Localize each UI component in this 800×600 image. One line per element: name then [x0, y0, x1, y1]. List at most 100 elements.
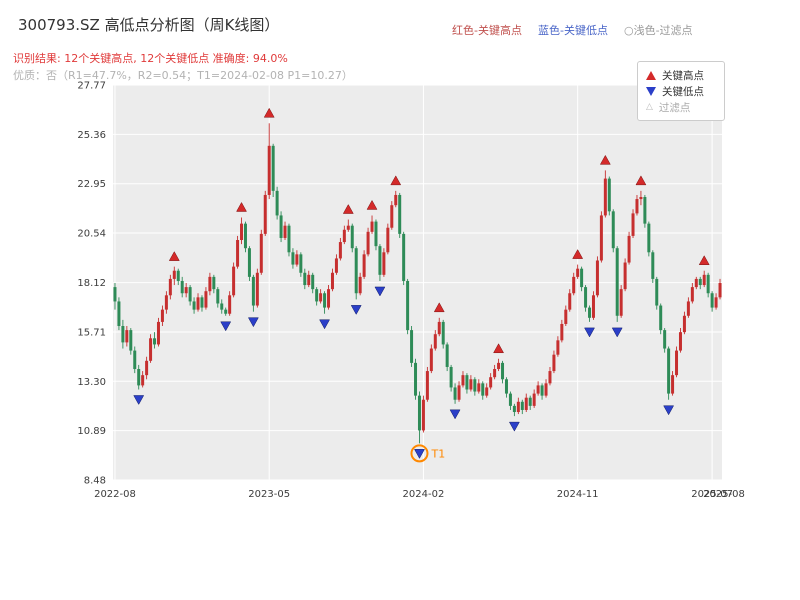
candle-body — [532, 393, 536, 406]
candle-body — [714, 297, 718, 308]
candle-body — [236, 240, 240, 267]
candle-body — [493, 369, 497, 378]
candle-body — [528, 397, 532, 406]
key-low-marker — [319, 319, 330, 330]
candle-body — [247, 248, 251, 277]
candle-body — [623, 262, 627, 290]
key-high-marker — [433, 302, 445, 313]
candle-body — [564, 309, 568, 324]
key-low-marker — [584, 327, 595, 338]
key-high-triangle-icon — [646, 70, 656, 80]
candle-body — [694, 278, 698, 288]
y-tick-label: 27.77 — [77, 81, 106, 92]
candle-body — [631, 213, 635, 236]
legend-item-key-low: 关键低点 — [646, 83, 716, 99]
candle-body — [216, 289, 220, 304]
t1-label: T1 — [430, 447, 445, 460]
candle-body — [271, 145, 275, 191]
candle-body — [188, 287, 192, 302]
candle-body — [208, 276, 212, 292]
candle-body — [156, 321, 160, 345]
header-legend-key-high: 红色-关键高点 — [452, 24, 522, 37]
candle-body — [192, 301, 196, 310]
candle-body — [149, 338, 153, 361]
candle-body — [706, 274, 710, 294]
key-low-marker — [449, 409, 461, 420]
candle-body — [374, 221, 378, 247]
candle-body — [338, 242, 342, 259]
candle-body — [655, 278, 659, 306]
candle-body — [477, 383, 481, 392]
candle-body — [299, 254, 303, 273]
candle-body — [433, 334, 437, 349]
candle-body — [671, 375, 675, 394]
candle-body — [243, 223, 247, 249]
candle-body — [330, 272, 334, 290]
candle-body — [651, 252, 655, 279]
key-high-marker — [263, 107, 275, 118]
key-low-marker — [414, 449, 425, 459]
legend-filter-label: 过滤点 — [658, 101, 691, 114]
key-high-marker — [236, 201, 247, 212]
x-tick-label: 2025-08 — [703, 489, 745, 500]
key-low-marker — [133, 395, 145, 406]
key-low-marker — [508, 421, 520, 432]
candle-body — [220, 303, 224, 310]
candle-body — [358, 276, 362, 294]
candle-body — [287, 225, 291, 253]
candle-body — [125, 330, 129, 343]
candle-body — [524, 397, 528, 410]
candle-body — [390, 205, 394, 228]
candle-body — [544, 383, 548, 396]
candle-body — [548, 371, 552, 384]
candle-body — [346, 225, 350, 230]
legend-key-low-label: 关键低点 — [662, 85, 704, 98]
y-tick-label: 10.89 — [77, 426, 106, 437]
candle-body — [457, 385, 461, 400]
candle-body — [421, 399, 425, 431]
y-tick-label: 18.12 — [77, 278, 106, 289]
x-tick-label: 2022-08 — [94, 489, 136, 500]
legend-item-filter: △ 过滤点 — [646, 99, 716, 115]
candle-body — [686, 301, 690, 316]
candle-body — [591, 295, 595, 318]
candle-body — [228, 295, 232, 314]
recognition-result-text: 识别结果: 12个关键高点, 12个关键低点 准确度: 94.0% — [13, 52, 288, 65]
candle-body — [386, 227, 390, 253]
candle-body — [437, 321, 441, 335]
candle-body — [599, 215, 603, 261]
key-high-marker — [572, 249, 584, 259]
candle-body — [323, 293, 327, 308]
candle-body — [449, 366, 453, 388]
candle-body — [414, 362, 418, 396]
candle-body — [342, 229, 346, 243]
candle-body — [568, 293, 572, 310]
y-tick-label: 15.71 — [77, 327, 106, 338]
candle-body — [334, 258, 338, 273]
candle-body — [129, 330, 133, 351]
candle-body — [595, 260, 599, 296]
candle-body — [469, 379, 473, 390]
candle-body — [501, 362, 505, 380]
candle-body — [429, 348, 433, 372]
candle-body — [603, 178, 607, 216]
key-low-marker — [663, 405, 675, 416]
candle-body — [504, 379, 508, 394]
candle-body — [406, 280, 410, 331]
candle-body — [117, 301, 121, 327]
candle-body — [647, 223, 651, 253]
candle-body — [255, 272, 259, 306]
candle-body — [121, 326, 125, 343]
candle-body — [465, 375, 469, 390]
candle-body — [319, 293, 323, 302]
legend-key-high-label: 关键高点 — [662, 69, 704, 82]
candle-body — [133, 350, 137, 370]
candle-body — [113, 287, 117, 302]
candle-body — [160, 309, 164, 322]
header-legend: 红色-关键高点 蓝色-关键低点 ○浅色-过滤点 — [452, 22, 693, 38]
candle-body — [184, 287, 188, 294]
candle-body — [283, 225, 287, 238]
x-tick-label: 2024-11 — [557, 489, 599, 500]
